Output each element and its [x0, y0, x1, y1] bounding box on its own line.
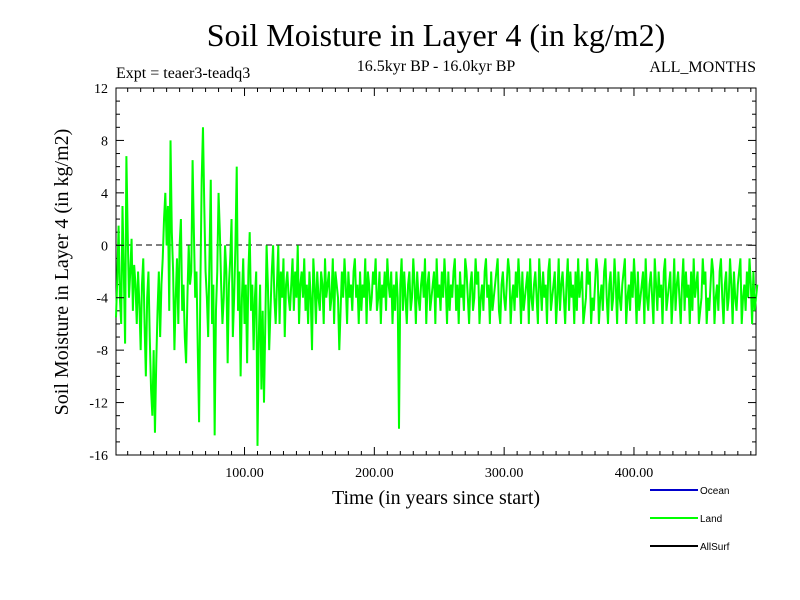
- x-axis: 100.00 200.00 300.00 400.00: [225, 88, 653, 481]
- y-tick-label: 12: [94, 82, 108, 97]
- y-tick-label: -4: [96, 292, 108, 307]
- x-tick-label: 300.00: [485, 466, 524, 481]
- y-tick-label: 4: [101, 187, 108, 202]
- x-tick-label: 200.00: [355, 466, 394, 481]
- y-tick-label: 0: [101, 239, 108, 254]
- legend-label-allsurf: AllSurf: [700, 542, 730, 553]
- x-axis-label: Time (in years since start): [332, 487, 540, 509]
- legend: Ocean Land AllSurf: [650, 486, 730, 553]
- y-tick-label: 8: [101, 134, 108, 149]
- x-tick-label: 400.00: [615, 466, 654, 481]
- legend-label-ocean: Ocean: [700, 486, 729, 497]
- series-line-land: [115, 127, 759, 446]
- y-tick-label: -8: [96, 344, 108, 359]
- chart-title: Soil Moisture in Layer 4 (in kg/m2): [207, 17, 666, 53]
- months-note: ALL_MONTHS: [649, 59, 756, 76]
- y-axis-label: Soil Moisture in Layer 4 (in kg/m2): [51, 129, 73, 416]
- chart-subtitle: 16.5kyr BP - 16.0kyr BP: [357, 58, 516, 75]
- series-layer: [115, 127, 759, 446]
- y-axis: -16 -12 -8 -4 0 4 8 12: [89, 82, 756, 464]
- x-tick-label: 100.00: [225, 466, 264, 481]
- legend-label-land: Land: [700, 514, 722, 525]
- y-tick-label: -12: [89, 397, 108, 412]
- experiment-note: Expt = teaer3-teadq3: [116, 65, 250, 82]
- y-tick-label: -16: [89, 449, 108, 464]
